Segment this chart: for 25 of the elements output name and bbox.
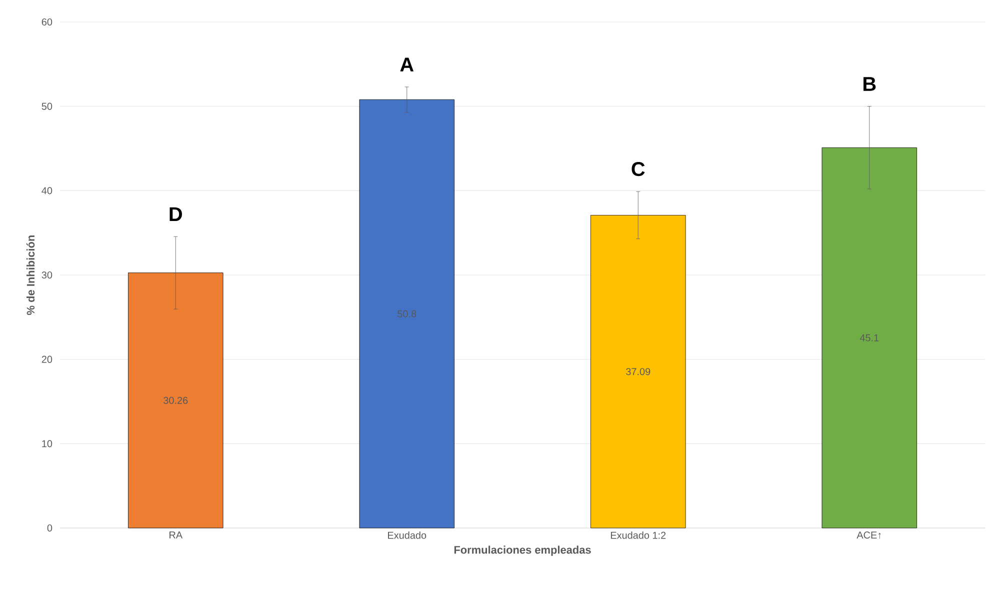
x-tick-label: ACE↑ xyxy=(856,532,881,539)
y-tick-label: 30 xyxy=(42,271,52,279)
bar xyxy=(590,215,686,528)
y-tick-label: 20 xyxy=(42,356,52,363)
x-tick-label: Exudado xyxy=(388,532,426,539)
y-tick-label: 10 xyxy=(42,440,52,448)
data-label: 37.09 xyxy=(626,368,650,376)
annotation: D xyxy=(170,207,182,222)
x-tick-label: RA xyxy=(170,532,183,538)
annotation: C xyxy=(632,162,645,176)
data-label: 50.8 xyxy=(398,310,416,318)
annotation: A xyxy=(400,58,414,72)
bar xyxy=(128,272,224,528)
y-axis-title: % de Inhibición xyxy=(26,235,35,315)
data-label: 30.26 xyxy=(164,396,188,404)
y-tick-label: 50 xyxy=(42,102,52,110)
y-tick-label: 40 xyxy=(42,187,52,194)
bar xyxy=(822,147,917,528)
annotation: B xyxy=(864,77,876,91)
bar xyxy=(359,99,454,528)
x-axis-title: Formulaciones empleadas xyxy=(454,546,591,556)
y-tick-label: 60 xyxy=(42,18,52,26)
y-tick-label: 0 xyxy=(47,524,52,532)
x-tick-label: Exudado 1:2 xyxy=(610,532,666,539)
data-label: 45.1 xyxy=(860,334,879,342)
